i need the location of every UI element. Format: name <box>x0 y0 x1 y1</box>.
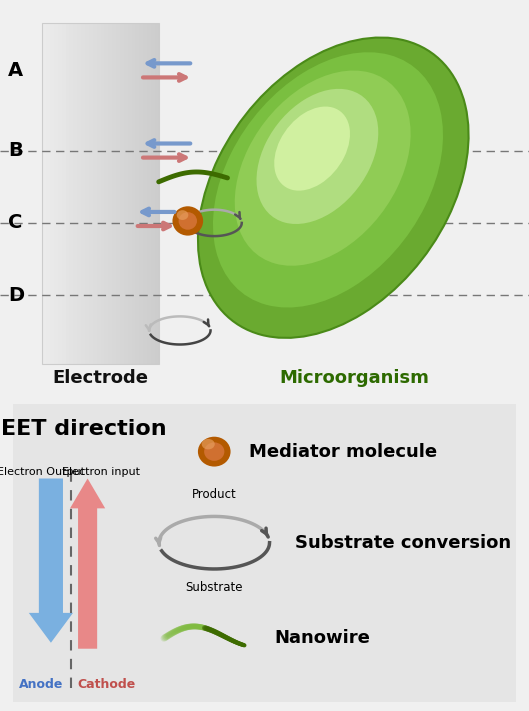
Bar <box>143 23 148 364</box>
Text: Cathode: Cathode <box>77 678 135 690</box>
Ellipse shape <box>204 442 224 461</box>
Text: Nanowire: Nanowire <box>275 629 370 647</box>
Bar <box>155 23 159 364</box>
Text: EET direction: EET direction <box>1 419 167 439</box>
Bar <box>85 23 89 364</box>
Bar <box>116 23 121 364</box>
Bar <box>42 23 159 364</box>
Bar <box>127 23 132 364</box>
Ellipse shape <box>274 107 350 191</box>
Bar <box>139 23 144 364</box>
Bar <box>104 23 109 364</box>
Text: C: C <box>8 213 22 232</box>
Text: D: D <box>8 286 24 305</box>
Bar <box>147 23 151 364</box>
Bar <box>120 23 124 364</box>
Bar <box>81 23 86 364</box>
Bar <box>74 23 78 364</box>
Ellipse shape <box>172 206 203 235</box>
Text: Product: Product <box>192 488 236 501</box>
Text: Anode: Anode <box>19 678 63 690</box>
Bar <box>77 23 81 364</box>
Bar <box>93 23 97 364</box>
Bar <box>62 23 66 364</box>
Bar <box>46 23 51 364</box>
Ellipse shape <box>213 52 443 308</box>
Ellipse shape <box>179 212 197 230</box>
Bar <box>132 23 136 364</box>
Text: Electrode: Electrode <box>52 369 149 387</box>
Text: Microorganism: Microorganism <box>279 369 430 387</box>
Bar <box>69 23 74 364</box>
Bar <box>66 23 70 364</box>
Text: Electron input: Electron input <box>62 466 140 476</box>
Bar <box>124 23 128 364</box>
Bar <box>101 23 105 364</box>
Ellipse shape <box>235 70 411 266</box>
Bar <box>54 23 58 364</box>
Bar <box>42 23 47 364</box>
Bar <box>108 23 113 364</box>
Text: B: B <box>8 141 23 160</box>
Ellipse shape <box>257 89 378 224</box>
Text: A: A <box>8 61 23 80</box>
FancyBboxPatch shape <box>0 392 529 711</box>
Bar <box>97 23 101 364</box>
Ellipse shape <box>202 439 215 449</box>
Bar <box>50 23 54 364</box>
Bar <box>58 23 62 364</box>
Ellipse shape <box>198 38 469 338</box>
Text: Substrate: Substrate <box>186 581 243 594</box>
Text: Mediator molecule: Mediator molecule <box>249 443 437 461</box>
Bar <box>112 23 116 364</box>
Bar <box>89 23 93 364</box>
Text: Substrate conversion: Substrate conversion <box>295 534 511 552</box>
Bar <box>151 23 156 364</box>
Text: Electron Output: Electron Output <box>0 466 85 476</box>
Ellipse shape <box>198 437 231 466</box>
FancyArrow shape <box>70 479 105 648</box>
FancyArrow shape <box>29 479 73 643</box>
Ellipse shape <box>177 210 188 220</box>
Bar <box>135 23 140 364</box>
